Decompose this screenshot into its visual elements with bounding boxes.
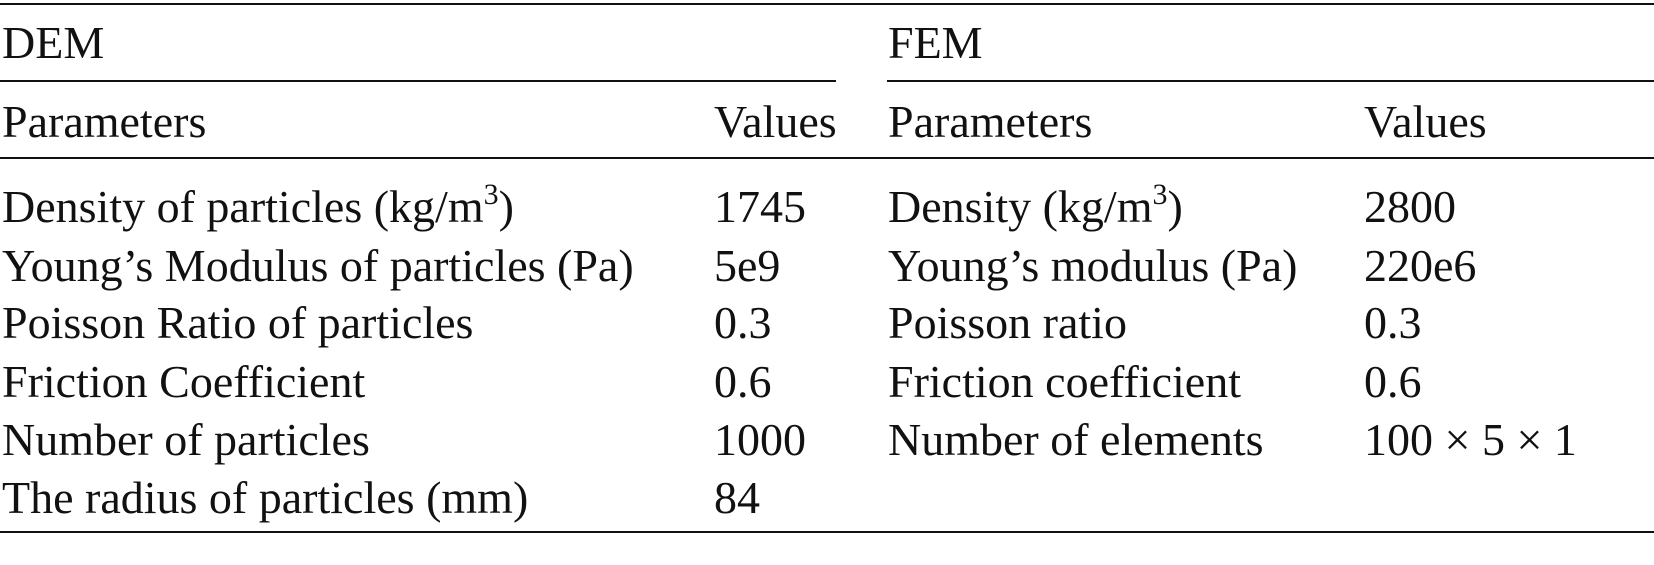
fem-row-param: Poisson ratio — [888, 297, 1127, 348]
fem-heading-rule — [887, 80, 1654, 82]
dem-row-param: Density of particles (kg/m3) — [2, 177, 514, 232]
table-top-rule — [0, 3, 1654, 5]
fem-heading: FEM — [888, 17, 983, 68]
fem-row-value: 220e6 — [1364, 240, 1477, 291]
dem-row-param: The radius of particles (mm) — [2, 472, 529, 523]
fem-row-param: Friction coefficient — [888, 356, 1241, 407]
dem-row-value: 1745 — [714, 181, 806, 232]
dem-row-param: Young’s Modulus of particles (Pa) — [2, 240, 634, 291]
fem-parameters-header: Parameters — [888, 96, 1093, 147]
fem-row-param: Number of elements — [888, 414, 1264, 465]
dem-row-value: 1000 — [714, 414, 806, 465]
dem-values-header: Values — [714, 96, 837, 147]
fem-row-value: 0.3 — [1364, 297, 1422, 348]
fem-row-param: Density (kg/m3) — [888, 177, 1183, 232]
fem-row-param: Young’s modulus (Pa) — [888, 240, 1298, 291]
dem-row-value: 0.3 — [714, 297, 772, 348]
dem-row-value: 0.6 — [714, 356, 772, 407]
dem-row-value: 84 — [714, 472, 760, 523]
column-header-rule — [0, 157, 1654, 159]
dem-row-value: 5e9 — [714, 240, 781, 291]
dem-heading-rule — [0, 80, 836, 82]
fem-row-value: 100 × 5 × 1 — [1364, 414, 1577, 465]
fem-values-header: Values — [1364, 96, 1487, 147]
dem-row-param: Friction Coefficient — [2, 356, 366, 407]
dem-row-param: Number of particles — [2, 414, 370, 465]
dem-heading: DEM — [2, 17, 105, 68]
fem-row-value: 2800 — [1364, 181, 1456, 232]
table-bottom-rule — [0, 531, 1654, 533]
fem-row-value: 0.6 — [1364, 356, 1422, 407]
dem-row-param: Poisson Ratio of particles — [2, 297, 474, 348]
dem-parameters-header: Parameters — [2, 96, 207, 147]
